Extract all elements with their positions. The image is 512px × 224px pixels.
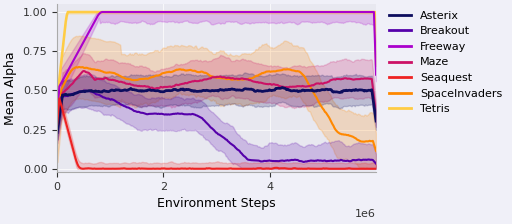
- Asterix: [324, 88, 330, 91]
- Seaquest: [245, 167, 251, 170]
- Breakout: [55, 123, 61, 125]
- Y-axis label: Mean Alpha: Mean Alpha: [4, 51, 17, 125]
- Text: 1e6: 1e6: [355, 209, 376, 219]
- Line: Breakout: Breakout: [57, 90, 376, 164]
- Maze: [373, 114, 379, 116]
- Breakout: [82, 89, 88, 92]
- Tetris: [54, 117, 60, 120]
- Asterix: [344, 89, 350, 92]
- Tetris: [244, 11, 250, 13]
- Maze: [81, 70, 87, 72]
- Seaquest: [325, 167, 331, 170]
- Breakout: [324, 160, 330, 162]
- Maze: [55, 124, 61, 126]
- Freeway: [250, 11, 257, 13]
- Asterix: [243, 87, 249, 90]
- Legend: Asterix, Breakout, Freeway, Maze, Seaquest, SpaceInvaders, Tetris: Asterix, Breakout, Freeway, Maze, Seaque…: [385, 6, 507, 118]
- Tetris: [344, 11, 350, 13]
- Seaquest: [80, 167, 86, 170]
- SpaceInvaders: [324, 113, 330, 116]
- Freeway: [55, 102, 61, 105]
- Breakout: [245, 158, 251, 161]
- Freeway: [245, 11, 251, 13]
- Maze: [250, 80, 257, 83]
- Asterix: [54, 131, 60, 134]
- Seaquest: [251, 167, 258, 170]
- Asterix: [373, 120, 379, 122]
- SpaceInvaders: [245, 78, 251, 80]
- Seaquest: [373, 167, 379, 170]
- Breakout: [244, 158, 250, 160]
- Asterix: [244, 88, 250, 90]
- Tetris: [245, 11, 251, 13]
- Breakout: [250, 159, 257, 162]
- Line: Asterix: Asterix: [57, 88, 376, 132]
- SpaceInvaders: [76, 66, 82, 68]
- SpaceInvaders: [55, 120, 61, 122]
- Asterix: [279, 86, 285, 89]
- Seaquest: [54, 123, 60, 126]
- SpaceInvaders: [250, 76, 257, 79]
- Freeway: [373, 73, 379, 76]
- Seaquest: [55, 110, 61, 112]
- Seaquest: [345, 167, 351, 170]
- Asterix: [55, 124, 61, 127]
- Freeway: [99, 11, 105, 13]
- SpaceInvaders: [54, 129, 60, 132]
- Tetris: [250, 11, 257, 13]
- Maze: [344, 78, 350, 80]
- Line: Maze: Maze: [57, 71, 376, 133]
- Seaquest: [246, 167, 252, 170]
- Line: SpaceInvaders: SpaceInvaders: [57, 67, 376, 151]
- Maze: [54, 131, 60, 134]
- Freeway: [324, 11, 330, 13]
- Freeway: [244, 11, 250, 13]
- Maze: [244, 78, 250, 81]
- SpaceInvaders: [244, 78, 250, 80]
- Asterix: [249, 88, 255, 91]
- Seaquest: [56, 97, 62, 100]
- Tetris: [55, 87, 61, 90]
- X-axis label: Environment Steps: Environment Steps: [157, 197, 276, 210]
- Freeway: [344, 11, 350, 13]
- Maze: [324, 81, 330, 84]
- Tetris: [324, 11, 330, 13]
- Freeway: [54, 119, 60, 122]
- Breakout: [344, 159, 350, 162]
- Line: Seaquest: Seaquest: [57, 98, 376, 169]
- Line: Tetris: Tetris: [57, 12, 376, 118]
- Line: Freeway: Freeway: [57, 12, 376, 121]
- SpaceInvaders: [344, 134, 350, 136]
- Breakout: [373, 162, 379, 165]
- Tetris: [65, 11, 71, 13]
- SpaceInvaders: [373, 150, 379, 152]
- Maze: [245, 78, 251, 81]
- Breakout: [54, 131, 60, 134]
- Tetris: [373, 63, 379, 66]
